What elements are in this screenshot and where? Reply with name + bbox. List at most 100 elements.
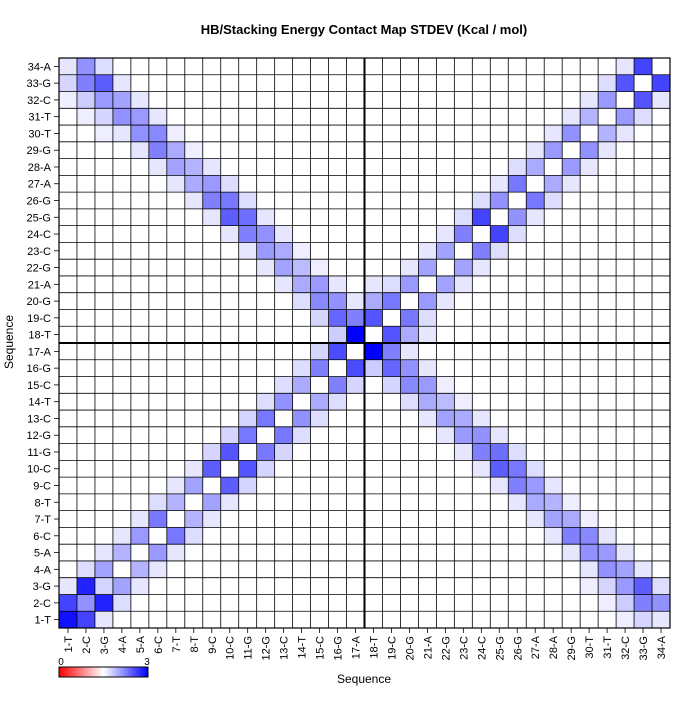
- colorbar-max-label: 3: [144, 657, 150, 668]
- heatmap-cell: [76, 192, 96, 210]
- heatmap-cell: [616, 108, 635, 126]
- heatmap-cell: [508, 527, 527, 545]
- heatmap-cell: [292, 343, 311, 360]
- heatmap-cell: [418, 58, 437, 75]
- heatmap-cell: [220, 410, 239, 428]
- heatmap-cell: [634, 91, 653, 109]
- x-tick-label: 4-A: [117, 635, 129, 653]
- heatmap-cell: [292, 158, 311, 176]
- heatmap-cell: [454, 158, 473, 176]
- heatmap-cell: [202, 158, 221, 176]
- heatmap-cell: [436, 359, 455, 377]
- heatmap-cell: [364, 192, 383, 210]
- heatmap-cell: [400, 527, 419, 545]
- heatmap-cell: [580, 594, 599, 612]
- heatmap-cell: [112, 91, 132, 109]
- heatmap-cell: [346, 527, 365, 545]
- heatmap-cell: [94, 158, 114, 176]
- heatmap-cell: [112, 141, 132, 159]
- heatmap-cell: [508, 158, 527, 176]
- heatmap-cell: [418, 225, 437, 243]
- heatmap-cell: [166, 108, 185, 126]
- heatmap-cell: [598, 611, 617, 629]
- heatmap-cell: [202, 544, 221, 562]
- heatmap-cell: [562, 343, 581, 360]
- heatmap-cell: [634, 443, 653, 461]
- heatmap-cell: [490, 393, 509, 411]
- heatmap-cell: [256, 460, 275, 478]
- heatmap-cell: [148, 259, 168, 277]
- heatmap-cell: [364, 74, 383, 92]
- heatmap-cell: [59, 58, 78, 75]
- heatmap-cell: [508, 275, 527, 293]
- heatmap-cell: [220, 275, 239, 293]
- heatmap-cell: [418, 208, 437, 226]
- heatmap-cell: [328, 158, 347, 176]
- heatmap-cell: [220, 208, 239, 226]
- colorbar: 0 3: [58, 657, 150, 678]
- heatmap-cell: [328, 275, 347, 293]
- heatmap-cell: [490, 192, 509, 210]
- heatmap-cell: [598, 326, 617, 344]
- heatmap-cell: [166, 309, 185, 327]
- heatmap-cell: [76, 611, 96, 629]
- heatmap-cell: [400, 158, 419, 176]
- heatmap-cell: [508, 242, 527, 260]
- heatmap-cell: [292, 242, 311, 260]
- heatmap-cell: [364, 611, 383, 629]
- heatmap-cell: [59, 175, 78, 193]
- heatmap-cell: [616, 192, 635, 210]
- heatmap-cell: [94, 393, 114, 411]
- y-tick-label: 13-C: [27, 413, 51, 425]
- heatmap-cell: [292, 259, 311, 277]
- heatmap-cell: [544, 611, 563, 629]
- heatmap-cell: [418, 594, 437, 612]
- heatmap-cell: [472, 141, 491, 159]
- y-tick-label: 14-T: [28, 397, 51, 409]
- heatmap-cell: [598, 74, 617, 92]
- heatmap-cell: [184, 108, 203, 126]
- heatmap-cell: [382, 477, 401, 495]
- heatmap-cell: [256, 242, 275, 260]
- heatmap-cell: [454, 326, 473, 344]
- heatmap-cell: [310, 493, 329, 511]
- heatmap-cell: [94, 376, 114, 394]
- heatmap-cell: [202, 208, 221, 226]
- heatmap-cell: [544, 275, 563, 293]
- heatmap-cell: [148, 125, 168, 143]
- heatmap-cell: [292, 208, 311, 226]
- heatmap-cell: [598, 343, 617, 360]
- heatmap-cell: [76, 594, 96, 612]
- heatmap-cell: [418, 242, 437, 260]
- heatmap-cell: [598, 594, 617, 612]
- heatmap-cell: [256, 58, 275, 75]
- heatmap-cell: [580, 242, 599, 260]
- heatmap-cell: [274, 58, 293, 75]
- heatmap-cell: [274, 309, 293, 327]
- heatmap-cell: [400, 326, 419, 344]
- heatmap-cell: [526, 560, 545, 578]
- heatmap-cell: [166, 577, 185, 595]
- heatmap-cell: [59, 242, 78, 260]
- heatmap-cell: [526, 393, 545, 411]
- heatmap-cell: [59, 259, 78, 277]
- heatmap-cell: [634, 510, 653, 528]
- heatmap-cell: [544, 594, 563, 612]
- heatmap-cell: [616, 426, 635, 444]
- x-tick-label: 31-T: [602, 636, 614, 659]
- heatmap-cell: [346, 544, 365, 562]
- heatmap-cell: [220, 259, 239, 277]
- heatmap-cell: [328, 460, 347, 478]
- heatmap-cell: [544, 343, 563, 360]
- heatmap-cell: [472, 510, 491, 528]
- heatmap-cell: [238, 560, 257, 578]
- heatmap-cell: [166, 275, 185, 293]
- heatmap-cell: [508, 477, 527, 495]
- heatmap-cell: [580, 426, 599, 444]
- heatmap-cell: [580, 125, 599, 143]
- heatmap-cell: [346, 426, 365, 444]
- heatmap-cell: [346, 560, 365, 578]
- heatmap-cell: [580, 393, 599, 411]
- heatmap-cell: [400, 611, 419, 629]
- heatmap-cell: [310, 208, 329, 226]
